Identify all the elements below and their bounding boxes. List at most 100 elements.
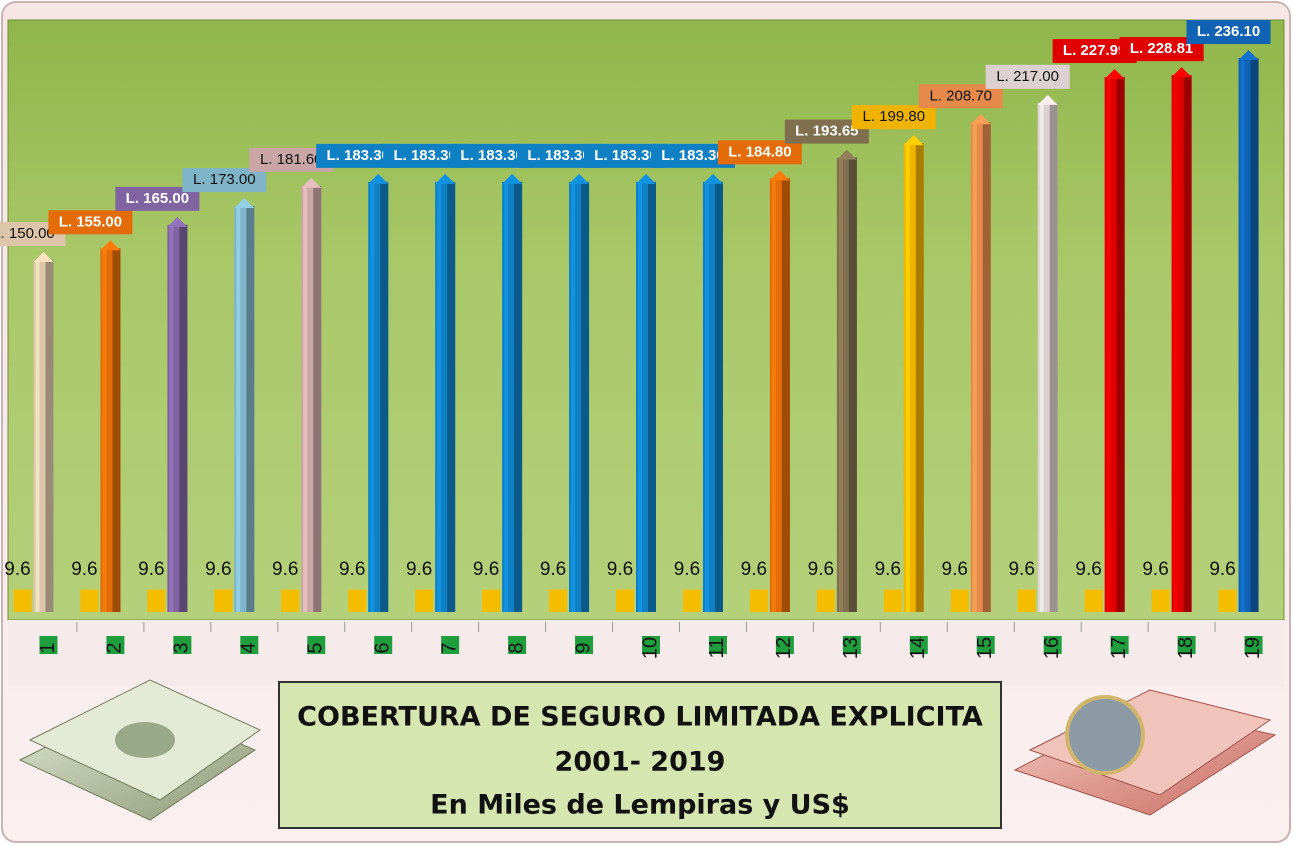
bar-shade bbox=[380, 182, 388, 612]
bar bbox=[348, 589, 366, 612]
bar-highlight bbox=[1174, 75, 1178, 612]
chart-title: En Miles de Lempiras y US$ bbox=[430, 790, 850, 821]
bar-shade bbox=[849, 158, 857, 612]
data-label: 9.6 bbox=[741, 559, 767, 580]
data-label: 9.6 bbox=[808, 559, 834, 580]
bar-shade bbox=[1184, 75, 1192, 612]
bar-highlight bbox=[504, 182, 508, 612]
bar bbox=[13, 589, 31, 612]
x-tick-label: 1 bbox=[37, 642, 59, 653]
bar-shade bbox=[648, 182, 656, 612]
bar-shade bbox=[112, 248, 120, 612]
data-label: 9.6 bbox=[339, 559, 365, 580]
data-label: L. 183.30 bbox=[661, 147, 724, 164]
bar-shade bbox=[1050, 103, 1058, 612]
bar-shade bbox=[447, 182, 455, 612]
data-label: L. 183.30 bbox=[527, 147, 590, 164]
data-label: 9.6 bbox=[272, 559, 298, 580]
x-tick-label: 4 bbox=[238, 642, 260, 653]
bar-highlight bbox=[169, 225, 173, 612]
bar-shade bbox=[514, 182, 522, 612]
bar-shade bbox=[313, 186, 321, 612]
x-tick-label: 5 bbox=[305, 642, 327, 653]
data-label: L. 183.30 bbox=[393, 147, 456, 164]
x-tick-label: 13 bbox=[840, 637, 862, 659]
data-label: L. 183.30 bbox=[460, 147, 523, 164]
data-label: 9.6 bbox=[71, 559, 97, 580]
bar-highlight bbox=[437, 182, 441, 612]
bar-shade bbox=[45, 260, 53, 612]
data-label: 9.6 bbox=[1008, 559, 1034, 580]
data-label: L. 183.30 bbox=[594, 147, 657, 164]
data-label: L. 181.60 bbox=[260, 151, 323, 168]
chart-title: COBERTURA DE SEGURO LIMITADA EXPLICITA bbox=[297, 702, 983, 733]
bar-shade bbox=[581, 182, 589, 612]
bar bbox=[214, 589, 232, 612]
chart: COBERTURA DE SEGURO LIMITADA EXPLICITA 2… bbox=[0, 0, 1293, 846]
bar-shade bbox=[1117, 77, 1125, 612]
x-tick-label: 16 bbox=[1041, 637, 1063, 659]
bar bbox=[1219, 589, 1237, 612]
x-tick-label: 18 bbox=[1175, 637, 1197, 659]
bar bbox=[1018, 589, 1036, 612]
data-label: 9.6 bbox=[942, 559, 968, 580]
bar-highlight bbox=[1241, 58, 1245, 612]
bar-highlight bbox=[772, 178, 776, 612]
bar-shade bbox=[1251, 58, 1259, 612]
data-label: L. 183.30 bbox=[327, 147, 390, 164]
bar-highlight bbox=[705, 182, 709, 612]
bar bbox=[683, 589, 701, 612]
x-tick-label: 9 bbox=[572, 642, 594, 653]
bar bbox=[147, 589, 165, 612]
x-tick-label: 7 bbox=[438, 642, 460, 653]
bar-shade bbox=[983, 122, 991, 612]
x-tick-label: 10 bbox=[639, 637, 661, 659]
bar bbox=[616, 589, 634, 612]
data-label: 9.6 bbox=[4, 559, 30, 580]
bar-highlight bbox=[102, 248, 106, 612]
data-label: L. 184.80 bbox=[728, 143, 791, 160]
data-label: L. 208.70 bbox=[929, 87, 992, 104]
bar-highlight bbox=[35, 260, 39, 612]
data-label: L. 236.10 bbox=[1197, 23, 1260, 40]
data-label: L. 217.00 bbox=[996, 68, 1059, 85]
data-label: L. 227.99 bbox=[1063, 42, 1126, 59]
data-label: 9.6 bbox=[205, 559, 231, 580]
data-label: L. 199.80 bbox=[863, 108, 926, 125]
bar bbox=[1085, 589, 1103, 612]
bar-highlight bbox=[571, 182, 575, 612]
data-label: 9.6 bbox=[406, 559, 432, 580]
bar bbox=[281, 589, 299, 612]
data-label: 9.6 bbox=[1075, 559, 1101, 580]
x-tick-label: 2 bbox=[104, 642, 126, 653]
data-label: 9.6 bbox=[473, 559, 499, 580]
bar bbox=[750, 589, 768, 612]
bar bbox=[1152, 589, 1170, 612]
bar-shade bbox=[246, 206, 254, 612]
bar-shade bbox=[916, 143, 924, 612]
bar bbox=[549, 589, 567, 612]
data-label: 9.6 bbox=[875, 559, 901, 580]
x-tick-label: 12 bbox=[773, 637, 795, 659]
x-tick-label: 8 bbox=[505, 642, 527, 653]
x-tick-label: 14 bbox=[907, 637, 929, 659]
bar-shade bbox=[179, 225, 187, 612]
bar-highlight bbox=[638, 182, 642, 612]
x-tick-label: 15 bbox=[974, 637, 996, 659]
chart-title: 2001- 2019 bbox=[555, 747, 726, 778]
bar bbox=[884, 589, 902, 612]
bar-highlight bbox=[973, 122, 977, 612]
bar-shade bbox=[715, 182, 723, 612]
data-label: L. 173.00 bbox=[193, 171, 256, 188]
bar bbox=[951, 589, 969, 612]
x-tick-label: 3 bbox=[171, 642, 193, 653]
data-label: 9.6 bbox=[607, 559, 633, 580]
data-label: 9.6 bbox=[674, 559, 700, 580]
bar-shade bbox=[782, 178, 790, 612]
x-tick-label: 11 bbox=[706, 638, 728, 659]
data-label: L. 193.65 bbox=[795, 123, 858, 140]
bar-highlight bbox=[839, 158, 843, 612]
x-tick-label: 6 bbox=[371, 642, 393, 653]
bar-highlight bbox=[1107, 77, 1111, 612]
bar-highlight bbox=[370, 182, 374, 612]
